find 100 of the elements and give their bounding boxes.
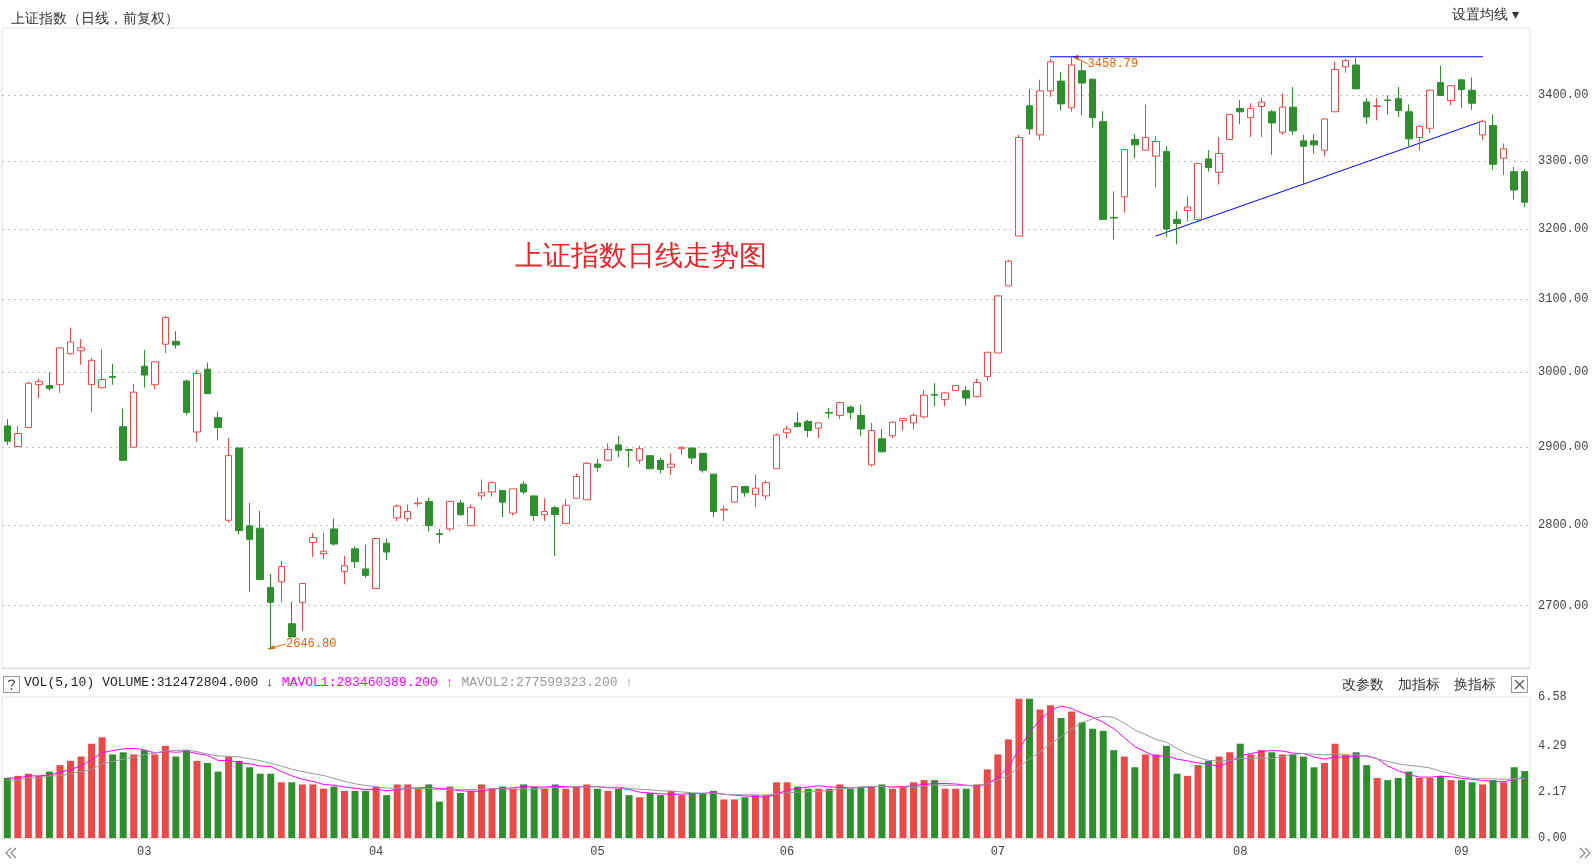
- bar: [614, 788, 622, 838]
- bar: [1373, 778, 1381, 838]
- bar: [815, 788, 823, 838]
- candlestick: [151, 361, 159, 390]
- bar: [1184, 775, 1192, 838]
- candlestick: [594, 458, 601, 473]
- bar: [256, 773, 264, 838]
- bar: [520, 784, 528, 838]
- bar: [1321, 763, 1329, 838]
- text: MAVOL1:283460389.200 ↑: [281, 675, 454, 690]
- bar: [1099, 730, 1107, 838]
- bar: [45, 771, 53, 838]
- bar: [372, 786, 380, 838]
- bar: [1025, 698, 1033, 838]
- bar: [182, 750, 190, 838]
- bar: [1236, 743, 1244, 838]
- candlestick: [1099, 110, 1107, 220]
- candlestick: [383, 537, 390, 561]
- bar: [962, 788, 970, 838]
- candlestick: [889, 420, 896, 439]
- candlestick: [393, 504, 401, 522]
- bar: [878, 784, 886, 838]
- bar: [1215, 756, 1223, 838]
- bar: [762, 795, 770, 838]
- bar: [983, 769, 991, 838]
- candlestick: [1247, 102, 1254, 138]
- candlestick: [1489, 113, 1497, 171]
- candlestick: [530, 495, 538, 522]
- bar: [1384, 780, 1392, 838]
- candlestick: [88, 357, 95, 413]
- candlestick: [794, 411, 801, 428]
- candlestick: [952, 384, 959, 392]
- bar: [825, 788, 833, 838]
- candlestick: [731, 485, 738, 503]
- x-tick-label: 07: [990, 845, 1006, 859]
- candlestick: [1205, 149, 1212, 173]
- x-tick-label: 03: [137, 845, 152, 859]
- bar: [910, 782, 918, 838]
- candlestick: [667, 452, 675, 476]
- bar: [151, 754, 159, 838]
- bar: [1247, 754, 1255, 838]
- bar: [1405, 771, 1413, 838]
- candlestick: [162, 315, 169, 354]
- bar: [88, 743, 96, 838]
- candlestick: [710, 473, 717, 518]
- candlestick: [783, 425, 791, 439]
- bar: [593, 788, 601, 838]
- candlestick: [551, 505, 559, 557]
- candlestick: [56, 347, 64, 394]
- bar: [720, 799, 728, 838]
- candlestick: [847, 405, 854, 420]
- bar: [783, 782, 791, 838]
- candlestick: [1384, 94, 1391, 115]
- candlestick: [857, 404, 865, 437]
- bar: [1110, 750, 1118, 838]
- bar: [119, 752, 127, 838]
- candlestick: [1342, 58, 1349, 74]
- bar: [1489, 780, 1497, 838]
- candlestick: [625, 448, 633, 468]
- bar: [288, 782, 296, 838]
- bar: [193, 760, 201, 838]
- bar: [1447, 780, 1455, 838]
- candlestick: [457, 499, 464, 517]
- bar: [393, 784, 401, 838]
- candlestick: [762, 479, 770, 501]
- candlestick: [1005, 259, 1012, 287]
- candlestick: [246, 502, 253, 593]
- candlestick: [1447, 85, 1455, 106]
- candlestick: [214, 411, 222, 441]
- bar: [667, 790, 675, 838]
- x-tick-label: 09: [1454, 845, 1469, 859]
- bar: [583, 784, 591, 838]
- candlestick: [636, 445, 643, 465]
- bar: [330, 786, 338, 838]
- bar: [1036, 709, 1044, 838]
- candlestick: [825, 407, 833, 419]
- candlestick: [46, 371, 53, 392]
- bar: [1468, 782, 1476, 838]
- candlestick: [1321, 117, 1328, 157]
- bar: [741, 797, 749, 838]
- candlestick: [478, 479, 485, 501]
- candlestick: [404, 504, 411, 523]
- candlestick: [130, 383, 137, 448]
- candlestick: [931, 382, 938, 407]
- text: MAVOL2:277599323.200 ↑: [461, 675, 634, 690]
- bar: [604, 790, 612, 838]
- candlestick: [235, 447, 243, 536]
- bar: [1120, 756, 1128, 838]
- bar: [1278, 754, 1286, 838]
- bar: [319, 788, 327, 838]
- candlestick: [193, 369, 201, 443]
- candlestick: [309, 532, 317, 558]
- candlestick: [815, 422, 822, 439]
- candlestick: [678, 445, 685, 456]
- candlestick: [1268, 109, 1276, 156]
- bar: [362, 790, 370, 838]
- y-tick-label: 3000.00: [1538, 365, 1589, 380]
- annotation: 2646.80: [286, 637, 337, 651]
- bar: [646, 793, 654, 838]
- bar: [35, 775, 43, 838]
